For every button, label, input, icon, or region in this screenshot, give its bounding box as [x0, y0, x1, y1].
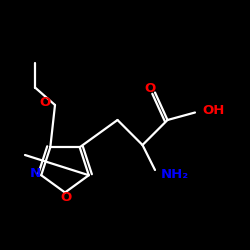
Text: O: O	[39, 96, 50, 109]
Text: N: N	[30, 168, 40, 180]
Text: O: O	[60, 191, 72, 204]
Text: NH₂: NH₂	[161, 168, 190, 181]
Text: O: O	[144, 82, 156, 94]
Text: OH: OH	[202, 104, 224, 117]
